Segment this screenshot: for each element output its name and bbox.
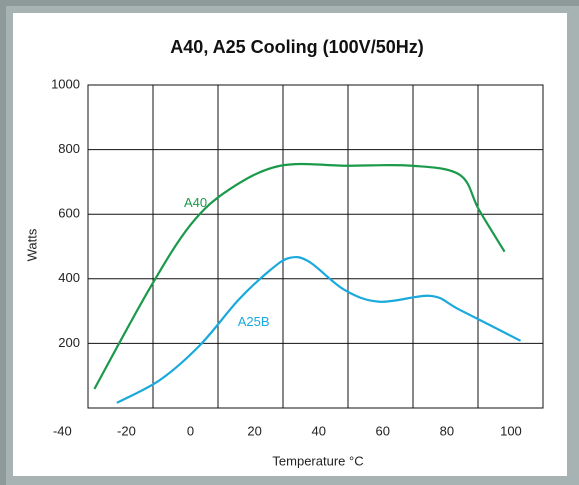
series-label: A40 — [184, 195, 207, 210]
frame-edge — [0, 0, 579, 6]
x-tick-label: 20 — [247, 423, 261, 438]
line-series — [93, 162, 506, 390]
x-tick-label: 60 — [376, 423, 390, 438]
x-tick-label: 100 — [500, 423, 522, 438]
y-tick-label: 600 — [58, 206, 80, 221]
x-tick-label: 0 — [187, 423, 194, 438]
series-label: A25B — [238, 314, 270, 329]
panel — [13, 13, 567, 476]
x-axis-label: Temperature °C — [272, 453, 363, 468]
y-tick-label: 1000 — [51, 76, 80, 91]
x-tick-label: 40 — [311, 423, 325, 438]
y-tick-label: 800 — [58, 141, 80, 156]
y-axis-label: Watts — [24, 228, 39, 261]
y-tick-label: 400 — [58, 270, 80, 285]
x-tick-label: 80 — [440, 423, 454, 438]
chart-title: A40, A25 Cooling (100V/50Hz) — [170, 37, 423, 57]
line-series — [116, 255, 522, 404]
x-tick-label: -40 — [53, 423, 72, 438]
x-tick-label: -20 — [117, 423, 136, 438]
y-tick-label: 200 — [58, 335, 80, 350]
frame-edge — [0, 0, 6, 485]
